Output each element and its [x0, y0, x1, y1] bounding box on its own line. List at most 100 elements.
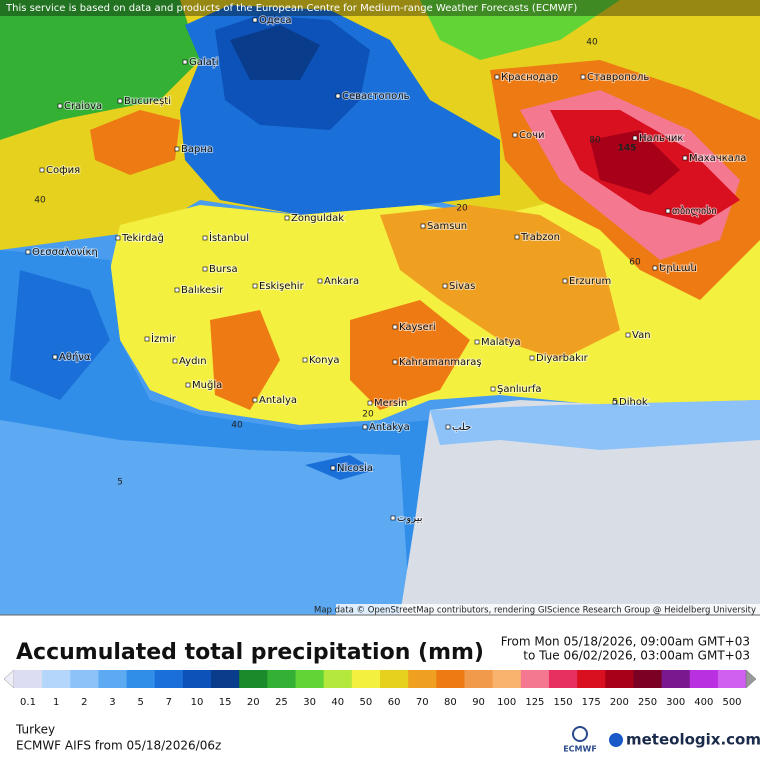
city-label: București: [124, 96, 171, 107]
legend-label: 500: [722, 697, 741, 708]
attribution-bar: [336, 604, 760, 615]
city-dot: [174, 287, 180, 293]
legend: 0.1 1 2 3 5 7 10 15 20 25 30 40 50 60 70 80 90 100 125 150 1…: [3, 669, 757, 708]
region: Turkey: [15, 723, 55, 737]
city-dot: [442, 283, 448, 289]
city-dot: [529, 355, 535, 361]
map: This service is based on data and produc…: [0, 0, 760, 616]
contour-labels: 145 40 40 20 80 60 40 20 5 5: [34, 38, 641, 488]
city-label: Kayseri: [399, 322, 436, 333]
legend-arrow-left: [3, 669, 15, 689]
city-dot: [367, 400, 373, 406]
city-label: Van: [632, 330, 651, 341]
city-label: Malatya: [481, 337, 521, 348]
legend-swatch: [380, 670, 409, 688]
city-dot: [115, 235, 121, 241]
legend-swatch: [239, 670, 268, 688]
city-label: بيروت: [397, 513, 423, 524]
city-label: Ankara: [324, 276, 359, 287]
legend-label: 3: [109, 697, 115, 708]
legend-label: 15: [219, 697, 232, 708]
contour-label: 5: [612, 398, 618, 408]
contour-label: 40: [231, 421, 243, 431]
city-dot: [625, 332, 631, 338]
city-dot: [474, 339, 480, 345]
city-label: Aydın: [179, 356, 207, 367]
legend-swatch: [126, 670, 156, 688]
city-label: София: [46, 165, 80, 176]
orange-area: [350, 300, 470, 410]
city-dot: [330, 465, 336, 471]
city-label: Сочи: [519, 130, 545, 141]
cities: Одеса Galați Craiova București Севастополь Кр…: [25, 14, 747, 525]
city-label: Tekirdağ: [121, 232, 164, 244]
city-label: Eskişehir: [259, 281, 305, 292]
city-label: Ставрополь: [587, 72, 649, 83]
city-dot: [490, 386, 496, 392]
city-dot: [362, 424, 368, 430]
legend-swatch: [689, 670, 719, 688]
city-dot: [494, 74, 500, 80]
orange-area: [90, 110, 180, 175]
city-dot: [632, 135, 638, 141]
city-dot: [25, 249, 31, 255]
city-dot: [252, 17, 258, 23]
legend-label: 90: [472, 697, 485, 708]
title: Accumulated total precipitation (mm): [16, 640, 484, 665]
city-dot: [174, 146, 180, 152]
city-label: Αθήνα: [59, 351, 91, 363]
city-label: Варна: [181, 144, 213, 155]
ecmwf-icon: [572, 726, 588, 742]
city-label: Galați: [189, 57, 218, 68]
legend-swatch: [98, 670, 128, 688]
legend-label: 1: [53, 697, 59, 708]
meteologix-logo: meteologix.com: [626, 731, 760, 749]
legend-arrow-right: [745, 669, 757, 689]
city-dot: [445, 424, 451, 430]
city-label: İzmir: [151, 332, 177, 345]
legend-label: 10: [191, 697, 204, 708]
legend-swatch: [436, 670, 465, 688]
city-label: Antakya: [369, 422, 410, 433]
city-label: Diyarbakır: [536, 353, 589, 364]
city-label: Antalya: [259, 395, 297, 406]
city-label: Şanlıurfa: [497, 384, 541, 395]
city-label: حلب: [452, 422, 471, 433]
legend-swatch: [295, 670, 325, 688]
city-dot: [392, 324, 398, 330]
black-sea-deep: [230, 25, 320, 80]
model-run: ECMWF AIFS from 05/18/2026/06z: [16, 739, 221, 753]
legend-label: 50: [360, 697, 373, 708]
city-dot: [117, 98, 123, 104]
cyprus: [305, 455, 375, 480]
city-dot: [172, 358, 178, 364]
city-label: Sivas: [449, 281, 475, 292]
city-dot: [185, 382, 191, 388]
city-dot: [562, 278, 568, 284]
legend-swatch: [154, 670, 184, 688]
city-dot: [335, 93, 341, 99]
legend-label: 20: [247, 697, 260, 708]
city-label: Muğla: [192, 379, 222, 391]
city-dot: [284, 215, 290, 221]
city-dot: [392, 359, 398, 365]
city-dot: [202, 266, 208, 272]
legend-label: 5: [137, 697, 143, 708]
green-area: [0, 0, 200, 140]
city-dot: [144, 336, 150, 342]
city-label: Dihok: [619, 397, 648, 408]
legend-swatch: [520, 670, 550, 688]
city-dot: [390, 515, 396, 521]
legend-swatch: [492, 670, 522, 688]
legend-label: 7: [166, 697, 172, 708]
city-dot: [420, 223, 426, 229]
legend-swatch: [408, 670, 437, 688]
contour-label: 20: [456, 204, 468, 214]
legend-swatch: [464, 670, 494, 688]
legend-label: 80: [444, 697, 457, 708]
legend-label: 300: [666, 697, 685, 708]
legend-swatch: [267, 670, 297, 688]
contour-label: 40: [34, 196, 46, 206]
legend-label: 100: [497, 697, 516, 708]
